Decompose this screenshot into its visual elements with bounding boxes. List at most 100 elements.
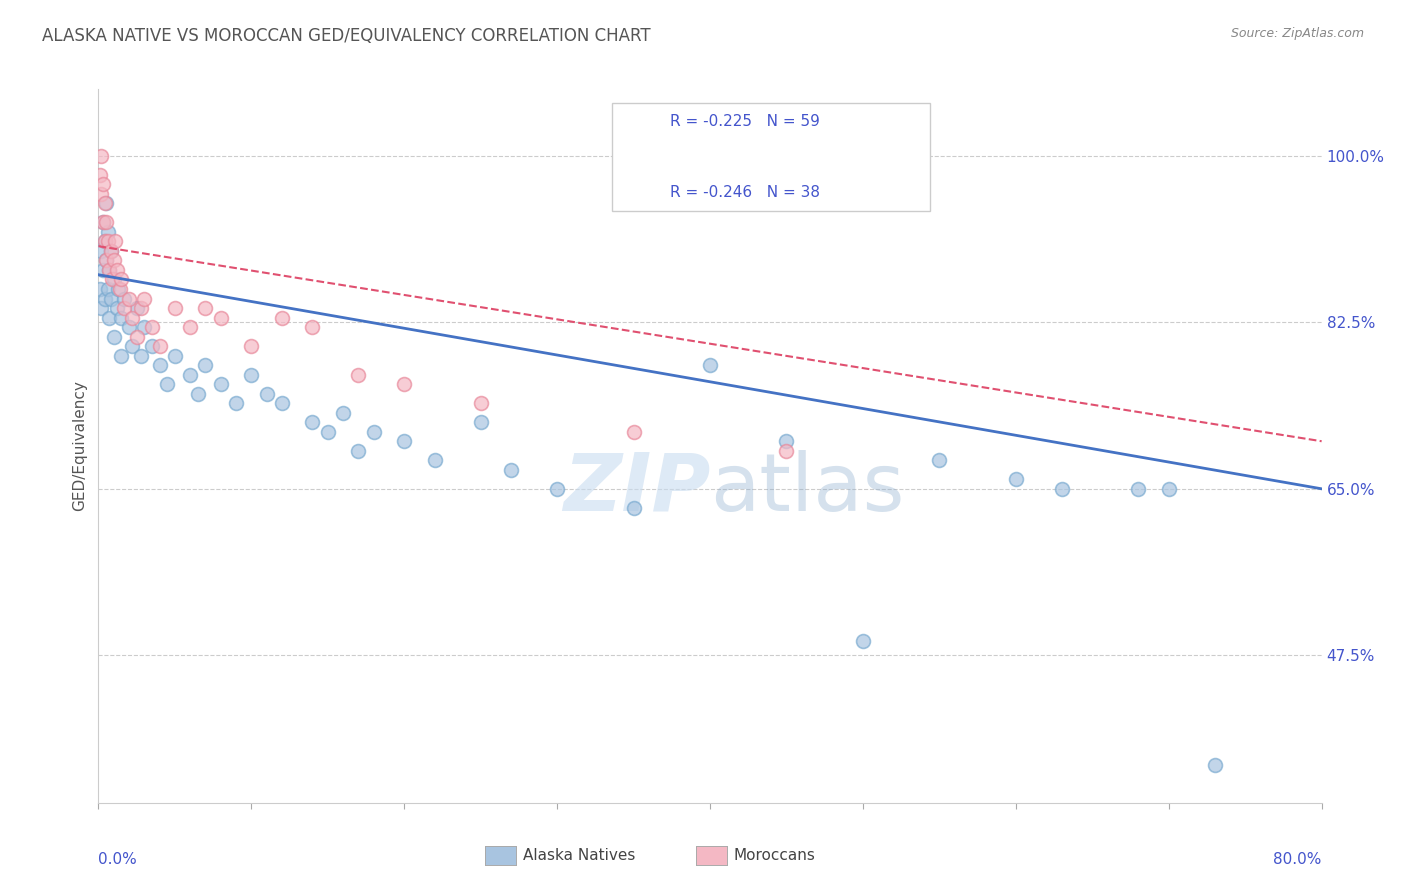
Point	[100, 244, 122, 258]
Text: 80.0%: 80.0%	[1274, 852, 1322, 867]
Point	[108, 282, 131, 296]
Point	[98, 310, 121, 325]
Point	[149, 339, 172, 353]
Point	[90, 149, 112, 163]
Point	[699, 358, 721, 372]
Point	[105, 301, 128, 315]
Point	[90, 301, 112, 315]
Point	[91, 215, 114, 229]
Point	[149, 358, 172, 372]
Point	[209, 310, 232, 325]
Point	[97, 282, 120, 296]
Point	[270, 310, 294, 325]
Point	[347, 443, 370, 458]
Point	[125, 301, 148, 315]
Point	[100, 292, 122, 306]
Text: ALASKA NATIVE VS MOROCCAN GED/EQUIVALENCY CORRELATION CHART: ALASKA NATIVE VS MOROCCAN GED/EQUIVALENC…	[42, 27, 651, 45]
Point	[1004, 472, 1026, 486]
Point	[852, 634, 875, 648]
Point	[163, 301, 186, 315]
Text: Moroccans: Moroccans	[734, 848, 815, 863]
Point	[775, 443, 797, 458]
Point	[129, 301, 152, 315]
Point	[103, 272, 125, 286]
Point	[94, 215, 117, 229]
Point	[93, 235, 115, 249]
Point	[209, 377, 232, 392]
Point	[105, 263, 128, 277]
Text: 0.0%: 0.0%	[98, 852, 138, 867]
Point	[110, 349, 132, 363]
Point	[129, 349, 152, 363]
Y-axis label: GED/Equivalency: GED/Equivalency	[72, 381, 87, 511]
Text: Source: ZipAtlas.com: Source: ZipAtlas.com	[1230, 27, 1364, 40]
Text: R = -0.246   N = 38: R = -0.246 N = 38	[669, 186, 820, 200]
Point	[91, 178, 114, 192]
Point	[90, 244, 112, 258]
Point	[93, 235, 115, 249]
Point	[110, 310, 132, 325]
Point	[363, 425, 385, 439]
Point	[101, 272, 124, 286]
Point	[98, 263, 121, 277]
Point	[141, 320, 163, 334]
Point	[100, 244, 122, 258]
Point	[97, 225, 120, 239]
Point	[112, 292, 135, 306]
Point	[93, 196, 115, 211]
Point	[928, 453, 950, 467]
Point	[256, 386, 278, 401]
Point	[332, 406, 354, 420]
Text: R = -0.225   N = 59: R = -0.225 N = 59	[669, 114, 820, 128]
Point	[125, 329, 148, 343]
Point	[118, 320, 141, 334]
Point	[91, 263, 114, 277]
Text: Alaska Natives: Alaska Natives	[523, 848, 636, 863]
Point	[97, 235, 120, 249]
Point	[347, 368, 370, 382]
Point	[110, 272, 132, 286]
Point	[392, 377, 416, 392]
Point	[240, 368, 263, 382]
Point	[121, 339, 143, 353]
Point	[112, 301, 135, 315]
Point	[91, 215, 114, 229]
Point	[94, 196, 117, 211]
Point	[423, 453, 446, 467]
Point	[301, 320, 323, 334]
Point	[470, 396, 492, 410]
Point	[103, 253, 125, 268]
Point	[1128, 482, 1150, 496]
Text: atlas: atlas	[710, 450, 904, 528]
Point	[121, 310, 143, 325]
Point	[141, 339, 163, 353]
Point	[225, 396, 247, 410]
Point	[103, 329, 125, 343]
Point	[94, 253, 117, 268]
Point	[392, 434, 416, 449]
Point	[89, 282, 111, 296]
Point	[623, 425, 645, 439]
Point	[156, 377, 179, 392]
Point	[316, 425, 339, 439]
Point	[94, 253, 117, 268]
Point	[1050, 482, 1073, 496]
Point	[775, 434, 797, 449]
Point	[1157, 482, 1180, 496]
Point	[98, 263, 121, 277]
Point	[470, 415, 492, 429]
Point	[93, 292, 115, 306]
Point	[501, 463, 523, 477]
Point	[546, 482, 568, 496]
Point	[301, 415, 323, 429]
Point	[89, 168, 111, 182]
Point	[163, 349, 186, 363]
Point	[104, 235, 127, 249]
Point	[194, 301, 217, 315]
Point	[240, 339, 263, 353]
Point	[187, 386, 209, 401]
Point	[107, 282, 129, 296]
Point	[194, 358, 217, 372]
Point	[134, 292, 156, 306]
Point	[270, 396, 294, 410]
